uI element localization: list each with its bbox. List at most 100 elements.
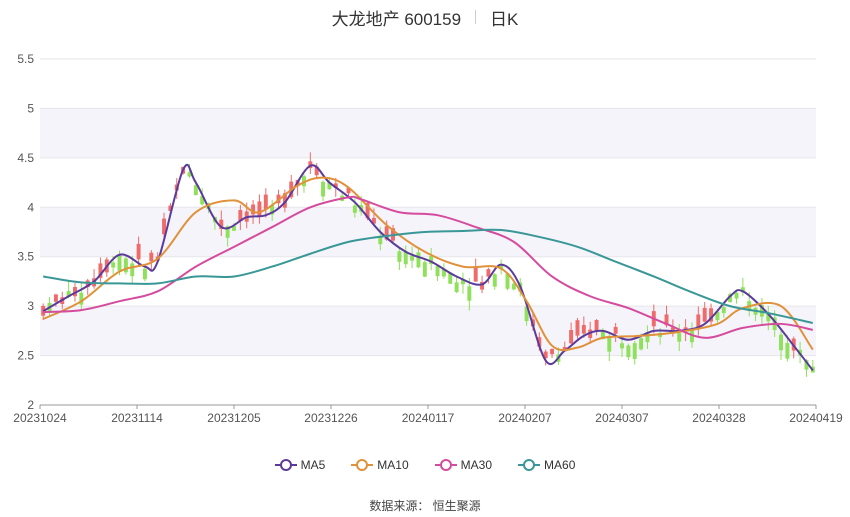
candle-body: [79, 292, 84, 305]
ma-line-ma60: [43, 228, 814, 324]
x-tick-label: 20240207: [498, 411, 552, 425]
candle-body: [645, 332, 650, 343]
candle-body: [620, 343, 624, 349]
candle-body: [499, 264, 504, 270]
data-source: 数据来源： 恒生聚源: [369, 499, 481, 513]
y-tick-label: 4: [27, 200, 34, 214]
candle-body: [715, 311, 720, 321]
candle-body: [804, 360, 809, 370]
y-tick-label: 3: [27, 299, 34, 313]
candle-body: [480, 281, 485, 290]
candle-body: [607, 336, 612, 352]
candle-body: [346, 187, 351, 194]
candle-body: [461, 279, 465, 285]
ma30-marker-icon: [434, 458, 457, 472]
legend-item-ma5[interactable]: MA5: [274, 458, 326, 472]
candle-body: [569, 330, 574, 344]
candle-body: [664, 314, 669, 326]
ma60-marker-dot: [523, 459, 536, 471]
y-tick-label: 2: [27, 398, 34, 412]
candle-body: [416, 252, 421, 268]
candle-body: [352, 205, 357, 213]
candle-body: [270, 205, 275, 215]
candle-body: [467, 286, 472, 301]
candle-body: [257, 201, 262, 216]
chart-title: 大龙地产 600159 日K: [0, 5, 850, 29]
legend-label-ma10: MA10: [377, 458, 409, 472]
candle-body: [384, 226, 389, 240]
candle-body: [314, 166, 319, 176]
candle-body: [225, 226, 230, 238]
title-divider: [475, 10, 477, 24]
candle-body: [73, 287, 77, 297]
legend-item-ma10[interactable]: MA10: [351, 458, 409, 472]
candle-body: [111, 262, 116, 268]
y-tick-label: 5: [27, 101, 34, 115]
y-tick-label: 4.5: [17, 151, 34, 165]
legend-item-ma60[interactable]: MA60: [518, 458, 575, 472]
candle-body: [613, 326, 618, 334]
ma30-marker-dot: [439, 459, 452, 471]
candle-body: [403, 251, 408, 265]
candle-body: [492, 274, 497, 287]
ma5-marker-dot: [279, 459, 292, 471]
candle-body: [511, 283, 516, 290]
x-tick-label: 20240307: [595, 411, 649, 425]
candle-body: [454, 282, 459, 293]
x-tick-label: 20231205: [207, 411, 261, 425]
candle-body: [397, 251, 402, 262]
candle-body: [709, 308, 714, 322]
chart-legend: MA5 MA10 MA30 MA60: [0, 458, 850, 472]
candle-body: [130, 263, 135, 277]
candle-body: [136, 243, 141, 260]
candle-body: [734, 292, 739, 299]
candle-body: [238, 210, 243, 222]
candle-body: [53, 294, 58, 302]
candle-body: [98, 263, 103, 278]
x-tick-label: 20231226: [304, 411, 358, 425]
grid-band: [40, 108, 816, 158]
candle-body: [696, 314, 701, 329]
candle-body: [327, 182, 332, 190]
y-tick-label: 3.5: [17, 250, 34, 264]
candle-body: [378, 236, 383, 245]
candle-body: [779, 334, 783, 351]
legend-label-ma5: MA5: [300, 458, 326, 472]
x-tick-label: 20240328: [692, 411, 746, 425]
candle-body: [333, 183, 338, 189]
y-tick-label: 2.5: [17, 349, 34, 363]
y-tick-label: 5.5: [17, 52, 34, 66]
candle-body: [581, 324, 586, 334]
candle-body: [759, 304, 764, 317]
candle-body: [632, 343, 637, 359]
candle-body: [524, 306, 529, 322]
legend-item-ma30[interactable]: MA30: [434, 458, 493, 472]
candle-body: [766, 313, 771, 322]
candle-body: [263, 194, 268, 210]
candle-body: [162, 218, 167, 235]
period-label: 日K: [490, 9, 519, 29]
candle-body: [543, 351, 548, 359]
legend-label-ma30: MA30: [460, 458, 493, 472]
candle-body: [149, 252, 154, 262]
candle-body: [785, 343, 790, 359]
grid-band: [40, 306, 816, 356]
candle-body: [702, 307, 707, 322]
candle-body: [219, 219, 224, 229]
ma60-marker-icon: [518, 458, 541, 472]
candle-body: [594, 320, 599, 331]
candle-body: [410, 255, 415, 261]
x-tick-label: 20231024: [13, 411, 67, 425]
candle-body: [473, 267, 478, 282]
stock-name-code: 大龙地产 600159: [331, 9, 462, 29]
candle-body: [740, 287, 745, 293]
candle-body: [232, 225, 236, 231]
candle-body: [550, 348, 555, 355]
ma5-marker-icon: [274, 458, 297, 472]
candle-body: [321, 181, 326, 197]
candle-body: [142, 268, 147, 280]
candle-body: [448, 272, 453, 284]
candle-body: [251, 204, 256, 215]
candle-body: [117, 255, 122, 271]
candle-body: [441, 268, 446, 277]
